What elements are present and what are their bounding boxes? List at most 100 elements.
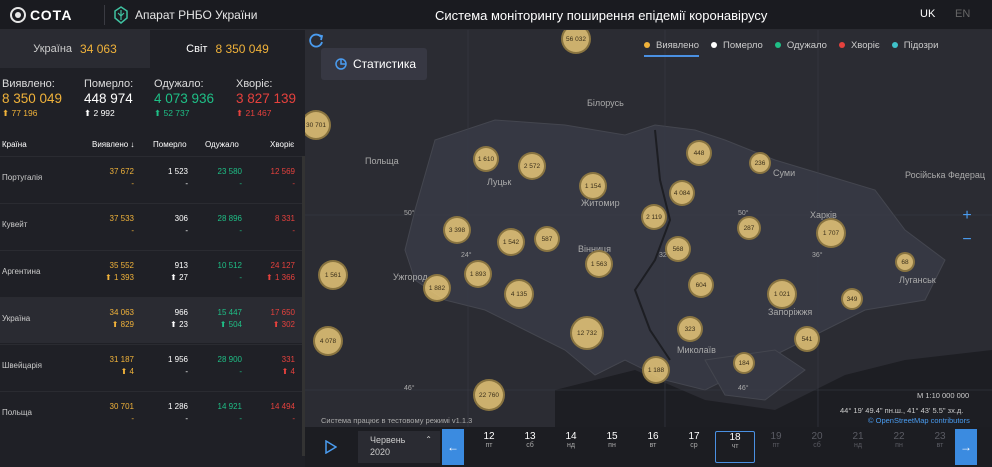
table-row[interactable]: Португалія 37 672 1 523 23 580 12 569 - …	[0, 156, 302, 202]
col-sick[interactable]: Хворіє	[270, 140, 295, 149]
region-bubble[interactable]: 587	[534, 226, 560, 252]
region-bubble[interactable]: 30 701	[305, 110, 331, 140]
region-bubble[interactable]: 3 398	[443, 216, 471, 244]
row-confirmed-delta: ⬆ 4	[120, 367, 134, 376]
region-bubble[interactable]: 1 542	[497, 228, 525, 256]
col-deaths[interactable]: Померло	[153, 140, 187, 149]
row-deaths: 1 523	[167, 167, 188, 176]
col-recovered[interactable]: Одужало	[205, 140, 239, 149]
month-selector[interactable]: Червень 2020 ⌃	[358, 431, 440, 463]
table-row[interactable]: Швейцарія 31 187 1 956 28 900 331 ⬆ 4 - …	[0, 344, 302, 390]
table-row[interactable]: Україна 34 063 966 15 447 17 650 ⬆ 829 ⬆…	[0, 297, 302, 343]
next-day-button[interactable]: →	[955, 429, 977, 465]
region-bubble[interactable]: 1 154	[579, 172, 607, 200]
region-bubble[interactable]: 1 561	[318, 260, 348, 290]
day-number: 13	[524, 431, 536, 442]
day-button[interactable]: 14 нд	[551, 431, 591, 449]
region-bubble[interactable]: 1 021	[767, 279, 797, 309]
lang-en-button[interactable]: EN	[955, 8, 971, 20]
region-bubble[interactable]: 604	[688, 272, 714, 298]
region-bubble[interactable]: 184	[733, 352, 755, 374]
prev-day-button[interactable]: ←	[442, 429, 464, 465]
legend-dot-icon	[774, 42, 781, 48]
region-bubble[interactable]: 1 610	[473, 146, 499, 172]
osm-attribution-link[interactable]: © OpenStreetMap contributors	[868, 416, 970, 425]
tab-ukraine[interactable]: Україна 34 063	[0, 30, 150, 68]
region-bubble[interactable]: 4 084	[669, 180, 695, 206]
chevron-up-icon: ⌃	[425, 435, 432, 444]
day-button[interactable]: 23 вт	[920, 431, 960, 449]
table-scrollbar[interactable]	[302, 156, 305, 456]
col-country[interactable]: Країна	[2, 140, 27, 149]
legend-dot-icon	[644, 42, 650, 48]
day-button[interactable]: 19 пт	[756, 431, 796, 449]
region-bubble[interactable]: 2 572	[518, 152, 546, 180]
region-bubble[interactable]: 2 119	[641, 204, 667, 230]
day-button-selected[interactable]: 18 чт	[715, 431, 755, 463]
region-bubble[interactable]: 1 563	[585, 250, 613, 278]
play-button[interactable]	[305, 427, 357, 467]
day-button[interactable]: 15 пн	[592, 431, 632, 449]
region-bubble[interactable]: 68	[895, 252, 915, 272]
region-bubble[interactable]: 1 188	[642, 356, 670, 384]
summary-confirmed: Виявлено: 8 350 049 ⬆ 77 196	[2, 78, 62, 119]
day-button[interactable]: 21 нд	[838, 431, 878, 449]
row-deaths-delta: -	[185, 179, 188, 188]
day-number: 16	[647, 431, 659, 442]
stats-panel: Україна 34 063 Світ 8 350 049 Виявлено: …	[0, 30, 305, 467]
region-bubble[interactable]: 4 078	[313, 326, 343, 356]
row-sick-delta: -	[292, 179, 295, 188]
region-bubble[interactable]: 541	[794, 326, 820, 352]
day-button[interactable]: 17 ср	[674, 431, 714, 449]
region-bubble[interactable]: 349	[841, 288, 863, 310]
region-bubble[interactable]: 236	[749, 152, 771, 174]
legend-sick[interactable]: Хворіє	[838, 40, 880, 51]
legend-recovered[interactable]: Одужало	[774, 40, 827, 51]
day-number: 12	[483, 431, 495, 442]
day-button[interactable]: 20 сб	[797, 431, 837, 449]
confirmed-delta: ⬆ 77 196	[2, 108, 38, 118]
region-bubble[interactable]: 287	[737, 216, 761, 240]
legend-confirmed[interactable]: Виявлено	[644, 40, 699, 57]
grid-label: 24°	[461, 252, 472, 259]
day-button[interactable]: 22 пн	[879, 431, 919, 449]
region-bubble[interactable]: 1 707	[816, 218, 846, 248]
region-bubble[interactable]: 12 732	[570, 316, 604, 350]
row-deaths: 1 286	[167, 402, 188, 411]
lang-uk-button[interactable]: UK	[920, 8, 936, 20]
region-bubble[interactable]: 1 893	[464, 260, 492, 288]
region-bubble[interactable]: 448	[686, 140, 712, 166]
region-bubble[interactable]: 568	[665, 236, 691, 262]
map-label: Луцьк	[487, 177, 512, 187]
tab-world[interactable]: Світ 8 350 049	[150, 30, 305, 68]
sota-logo[interactable]: СОТА	[10, 6, 100, 23]
region-bubble[interactable]: 4 135	[504, 279, 534, 309]
table-row[interactable]: Кувейт 37 533 306 28 896 8 331 - - - -	[0, 203, 302, 249]
region-bubble[interactable]: 323	[677, 316, 703, 342]
row-deaths: 306	[174, 214, 188, 223]
row-deaths-delta: -	[185, 226, 188, 235]
region-bubble[interactable]: 22 760	[473, 379, 505, 411]
table-row[interactable]: Аргентина 35 552 913 10 512 24 127 ⬆ 1 3…	[0, 250, 302, 296]
legend-suspected[interactable]: Підозри	[891, 40, 938, 51]
region-bubble[interactable]: 56 032	[561, 30, 591, 54]
zoom-in-button[interactable]: +	[962, 207, 972, 224]
row-sick-delta: ⬆ 302	[272, 320, 295, 329]
col-confirmed[interactable]: Виявлено ↓	[92, 140, 135, 149]
statistics-button[interactable]: Статистика	[321, 48, 427, 80]
sota-logo-icon	[10, 6, 26, 23]
table-row[interactable]: Польща 30 701 1 286 14 921 14 494 - - - …	[0, 391, 302, 437]
refresh-icon[interactable]	[305, 30, 327, 52]
zoom-controls: + −	[955, 204, 979, 252]
row-recovered: 15 447	[217, 308, 242, 317]
row-recovered-delta: -	[239, 179, 242, 188]
map-view[interactable]: Статистика Виявлено Померло Одужало Хвор…	[305, 30, 992, 427]
row-confirmed: 37 533	[109, 214, 134, 223]
day-button[interactable]: 13 сб	[510, 431, 550, 449]
zoom-out-button[interactable]: −	[962, 231, 972, 248]
day-button[interactable]: 12 пт	[469, 431, 509, 449]
legend-deaths[interactable]: Померло	[710, 40, 763, 51]
day-button[interactable]: 16 вт	[633, 431, 673, 449]
region-bubble[interactable]: 1 882	[423, 274, 451, 302]
row-recovered-delta: ⬆ 504	[219, 320, 242, 329]
